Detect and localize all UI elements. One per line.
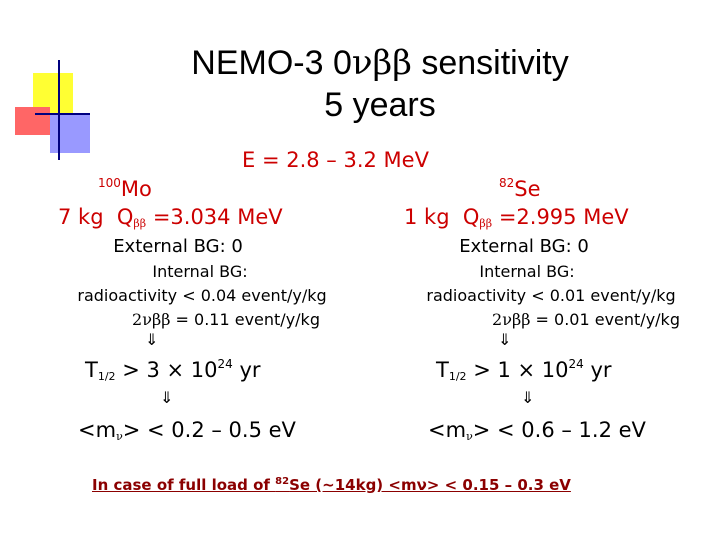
logo-horizontal-line bbox=[35, 113, 90, 115]
full-load-note: In case of full load of 82Se (~14kg) <mν… bbox=[92, 476, 571, 494]
title-line-2: 5 years bbox=[324, 86, 436, 124]
logo-vertical-line bbox=[58, 60, 60, 160]
left-radioactivity: radioactivity < 0.04 event/y/kg bbox=[77, 286, 327, 305]
right-neutrino-mass: <mν> < 0.6 – 1.2 eV bbox=[428, 418, 646, 443]
left-arrow-1: ⇓ bbox=[145, 330, 159, 349]
left-neutrino-mass: <mν> < 0.2 – 0.5 eV bbox=[78, 418, 296, 443]
left-mass-q: 7 kg Qββ =3.034 MeV bbox=[58, 205, 283, 230]
slide-title: NEMO-3 0νββ sensitivity 5 years bbox=[140, 42, 620, 126]
left-half-life: T1/2 > 3 × 1024 yr bbox=[85, 357, 261, 383]
logo-blue-square bbox=[50, 113, 90, 153]
right-arrow-2: ⇓ bbox=[521, 388, 535, 407]
right-isotope: 82Se bbox=[499, 176, 541, 201]
right-2nubb: 2νββ = 0.01 event/y/kg bbox=[492, 310, 680, 329]
right-mass-q: 1 kg Qββ =2.995 MeV bbox=[404, 205, 629, 230]
right-internal-bg: Internal BG: bbox=[479, 262, 575, 281]
left-internal-bg: Internal BG: bbox=[152, 262, 248, 281]
logo-red-square bbox=[15, 107, 50, 135]
left-external-bg: External BG: 0 bbox=[113, 236, 243, 257]
logo-yellow-square bbox=[33, 73, 73, 113]
right-radioactivity: radioactivity < 0.01 event/y/kg bbox=[426, 286, 676, 305]
left-isotope: 100Mo bbox=[98, 176, 152, 201]
left-arrow-2: ⇓ bbox=[160, 388, 174, 407]
left-2nubb: 2νββ = 0.11 event/y/kg bbox=[132, 310, 320, 329]
title-line-1: NEMO-3 0νββ sensitivity bbox=[191, 43, 569, 83]
energy-window: E = 2.8 – 3.2 MeV bbox=[242, 148, 429, 172]
right-external-bg: External BG: 0 bbox=[459, 236, 589, 257]
right-half-life: T1/2 > 1 × 1024 yr bbox=[436, 357, 612, 383]
right-arrow-1: ⇓ bbox=[498, 330, 512, 349]
